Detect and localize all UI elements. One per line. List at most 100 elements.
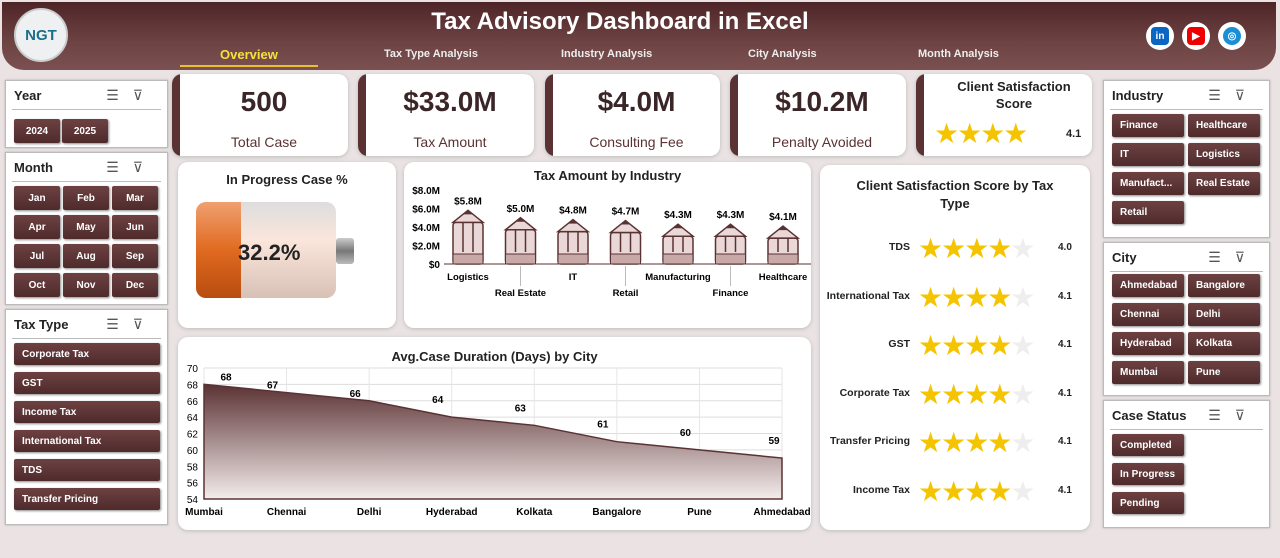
filter-year: Year ☰⊽ 2024 2025	[5, 80, 168, 148]
clear-filter-icon[interactable]: ⊽	[132, 316, 157, 332]
filter-option[interactable]: Healthcare	[1188, 114, 1260, 137]
filter-option[interactable]: Apr	[14, 215, 60, 239]
filter-option[interactable]: Sep	[112, 244, 158, 268]
filter-option[interactable]: 2024	[14, 119, 60, 143]
filter-option[interactable]: Finance	[1112, 114, 1184, 137]
tab-month-analysis[interactable]: Month Analysis	[918, 48, 999, 60]
kpi-value: $10.2M	[775, 86, 869, 117]
clear-filter-icon[interactable]: ⊽	[132, 159, 157, 175]
kpi-value: 4.1	[1066, 128, 1082, 140]
filter-option[interactable]: Jul	[14, 244, 60, 268]
filter-option[interactable]: Bangalore	[1188, 274, 1260, 297]
filter-option[interactable]: Logistics	[1188, 143, 1260, 166]
kpi-client-satisfaction: Client Satisfaction Score ★★★★ 4.1	[916, 74, 1092, 156]
tab-city-analysis[interactable]: City Analysis	[748, 48, 817, 60]
filter-option[interactable]: Real Estate	[1188, 172, 1260, 195]
filter-option[interactable]: Retail	[1112, 201, 1184, 224]
filter-option[interactable]: TDS	[14, 459, 160, 481]
page-title: Tax Advisory Dashboard in Excel	[431, 8, 809, 35]
multi-select-icon[interactable]: ☰	[1208, 407, 1235, 423]
filter-option[interactable]: Mumbai	[1112, 361, 1184, 384]
tab-overview[interactable]: Overview	[180, 47, 318, 67]
filter-option[interactable]: Completed	[1112, 434, 1184, 456]
header	[2, 2, 1276, 70]
y-tick-label: 70	[187, 364, 199, 375]
filter-option[interactable]: Chennai	[1112, 303, 1184, 326]
x-tick-label: Ahmedabad	[753, 507, 810, 518]
filter-option[interactable]: Manufact...	[1112, 172, 1184, 195]
filter-option[interactable]: Transfer Pricing	[14, 488, 160, 510]
filter-option[interactable]: Hyderabad	[1112, 332, 1184, 355]
data-label: 4.1	[1058, 387, 1072, 399]
clear-filter-icon[interactable]: ⊽	[1234, 407, 1259, 423]
data-label: $4.8M	[559, 206, 587, 217]
filter-option[interactable]: 2025	[62, 119, 108, 143]
category-label: International Tax	[826, 289, 910, 302]
filter-option[interactable]: GST	[14, 372, 160, 394]
filter-title: City	[1112, 250, 1137, 265]
clear-filter-icon[interactable]: ⊽	[1234, 87, 1259, 103]
data-label: $4.3M	[664, 210, 692, 221]
filter-option[interactable]: Oct	[14, 273, 60, 297]
filter-option[interactable]: IT	[1112, 143, 1184, 166]
category-label: Income Tax	[853, 483, 910, 496]
filter-option[interactable]: Kolkata	[1188, 332, 1260, 355]
multi-select-icon[interactable]: ☰	[1208, 87, 1235, 103]
clear-filter-icon[interactable]: ⊽	[1234, 249, 1259, 265]
filter-option[interactable]: Jun	[112, 215, 158, 239]
filter-option[interactable]: Aug	[63, 244, 109, 268]
filter-title: Month	[14, 160, 53, 175]
data-label: 63	[515, 403, 527, 414]
tab-tax-type-analysis[interactable]: Tax Type Analysis	[384, 48, 478, 60]
filter-option[interactable]: Nov	[63, 273, 109, 297]
data-label: 4.1	[1058, 484, 1072, 496]
filter-option[interactable]: Corporate Tax	[14, 343, 160, 365]
multi-select-icon[interactable]: ☰	[106, 316, 133, 332]
filter-option[interactable]: Feb	[63, 186, 109, 210]
filter-option[interactable]: In Progress	[1112, 463, 1184, 485]
y-tick-label: 54	[187, 495, 199, 506]
chart-title: Client Satisfaction Score by Tax Type	[856, 178, 1054, 211]
kpi-label: Penalty Avoided	[771, 134, 873, 150]
multi-select-icon[interactable]: ☰	[106, 87, 133, 103]
multi-select-icon[interactable]: ☰	[106, 159, 133, 175]
multi-select-icon[interactable]: ☰	[1208, 249, 1235, 265]
kpi-value: $4.0M	[597, 86, 676, 117]
y-tick-label: $6.0M	[412, 205, 440, 216]
filter-option[interactable]: International Tax	[14, 430, 160, 452]
filter-option[interactable]: Jan	[14, 186, 60, 210]
filter-case-status: Case Status ☰⊽ Completed In Progress Pending	[1103, 400, 1270, 528]
filter-option[interactable]: May	[63, 215, 109, 239]
filter-option[interactable]: Dec	[112, 273, 158, 297]
star-rating-icon: ★★★★★	[918, 233, 1036, 264]
filter-month: Month ☰⊽ Jan Feb Mar Apr May Jun Jul Aug Sep Oct Nov…	[5, 152, 168, 305]
globe-icon[interactable]: ◎	[1218, 22, 1246, 50]
data-label: 64	[432, 395, 444, 406]
filter-option[interactable]: Ahmedabad	[1112, 274, 1184, 297]
area-series	[203, 383, 783, 500]
category-label: TDS	[889, 241, 910, 253]
filter-option[interactable]: Mar	[112, 186, 158, 210]
tab-industry-analysis[interactable]: Industry Analysis	[561, 48, 653, 60]
star-rating-icon: ★★★★★	[918, 330, 1036, 361]
linkedin-icon[interactable]: in	[1146, 22, 1174, 50]
x-tick-label: IT	[569, 272, 578, 283]
chart-title: Avg.Case Duration (Days) by City	[391, 349, 598, 364]
data-label: $5.0M	[507, 204, 535, 215]
filter-title: Year	[14, 88, 42, 103]
data-label: 4.1	[1058, 436, 1072, 447]
data-label: 4.0	[1058, 242, 1072, 253]
youtube-icon[interactable]: ▶	[1182, 22, 1210, 50]
y-tick-label: 56	[187, 479, 199, 490]
filter-option[interactable]: Income Tax	[14, 401, 160, 423]
data-label: $5.8M	[454, 196, 482, 207]
y-tick-label: $2.0M	[412, 242, 440, 253]
kpi-label: Tax Amount	[413, 134, 487, 150]
clear-filter-icon[interactable]: ⊽	[132, 87, 157, 103]
filter-option[interactable]: Pending	[1112, 492, 1184, 514]
filter-option[interactable]: Pune	[1188, 361, 1260, 384]
bar	[555, 218, 591, 265]
filter-option[interactable]: Delhi	[1188, 303, 1260, 326]
data-label: 66	[350, 389, 362, 400]
battery-terminal	[336, 238, 354, 264]
